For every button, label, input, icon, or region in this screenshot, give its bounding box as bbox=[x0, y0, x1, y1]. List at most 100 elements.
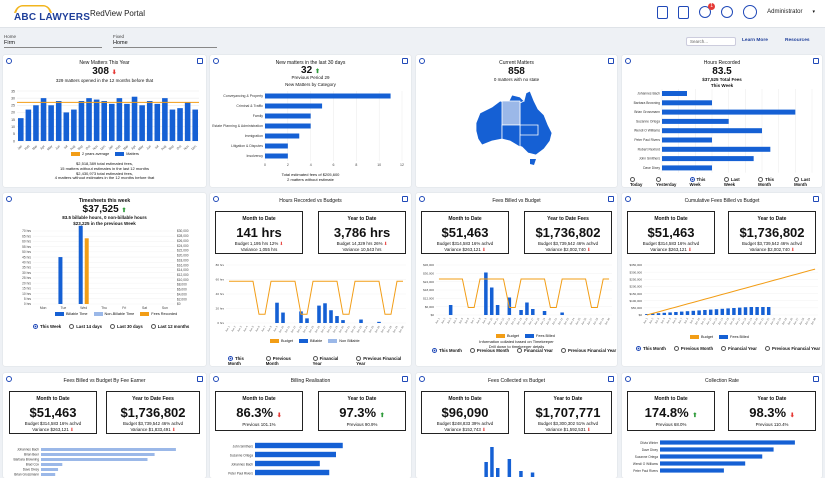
x-tick-label: Nov bbox=[183, 144, 190, 151]
radio-option[interactable]: Last 12 months bbox=[150, 324, 189, 329]
bar bbox=[177, 108, 183, 141]
info-icon[interactable] bbox=[213, 196, 219, 202]
expand-icon[interactable] bbox=[813, 376, 819, 382]
info-icon[interactable] bbox=[213, 58, 219, 64]
expand-icon[interactable] bbox=[608, 196, 614, 202]
bar bbox=[317, 305, 321, 323]
name-label: Dave Dixey bbox=[23, 468, 40, 472]
radio-option[interactable]: Last 30 days bbox=[109, 324, 143, 329]
radio-option[interactable]: Previous Financial Year bbox=[356, 356, 402, 366]
expand-icon[interactable] bbox=[608, 376, 614, 382]
name-label: Dave Dixey bbox=[643, 166, 660, 170]
edit-icon[interactable] bbox=[678, 5, 690, 19]
info-icon[interactable] bbox=[6, 196, 12, 202]
x-tick-label: Jun 1 bbox=[434, 317, 441, 325]
clock-icon[interactable]: 1 bbox=[699, 3, 716, 18]
info-icon[interactable] bbox=[625, 58, 631, 64]
expand-icon[interactable] bbox=[402, 196, 408, 202]
expand-icon[interactable] bbox=[197, 58, 203, 64]
card-title: Timesheets this week bbox=[78, 198, 131, 204]
bar bbox=[329, 310, 333, 323]
home-filter-select[interactable]: Firm bbox=[4, 40, 102, 48]
year-to-date-box: Year to Date 3,786 hrs Budget 14,329 hrs … bbox=[318, 211, 406, 254]
category-chart: 0 2 4 6 8 10 12 Conveyancing & Property Criminal… bbox=[212, 91, 404, 167]
y-tick-label: $300,000 bbox=[629, 270, 642, 274]
y-tick-label: 80 hrs bbox=[216, 263, 225, 267]
radio-option[interactable]: This Week bbox=[33, 324, 61, 329]
radio-option[interactable]: Last Week bbox=[723, 177, 740, 187]
radio-option[interactable]: Last Month bbox=[794, 177, 810, 187]
up-arrow-icon: ⬆ bbox=[314, 69, 320, 75]
radio-option[interactable]: This Month bbox=[636, 346, 666, 351]
x-tick-label: Jun 14 bbox=[717, 317, 725, 326]
australia-map[interactable] bbox=[474, 89, 564, 169]
expand-icon[interactable] bbox=[402, 58, 408, 64]
radio-option[interactable]: Previous Month bbox=[265, 356, 291, 366]
filter-bar: Home Firm Fixed Home bbox=[0, 30, 825, 50]
resources-link[interactable]: Resources bbox=[785, 38, 810, 43]
radio-option[interactable]: This Month bbox=[228, 356, 244, 366]
radio-option[interactable]: Previous Month bbox=[469, 348, 509, 353]
x-tick-label: Jun 4 bbox=[242, 325, 249, 333]
refresh-icon[interactable] bbox=[813, 58, 819, 64]
expand-icon[interactable] bbox=[197, 376, 203, 382]
x-tick-label: Wed bbox=[80, 306, 87, 310]
y-tick-label: $350,000 bbox=[629, 263, 642, 267]
expand-icon[interactable] bbox=[608, 58, 614, 64]
info-icon[interactable] bbox=[419, 196, 425, 202]
expand-icon[interactable] bbox=[402, 376, 408, 382]
radio-option[interactable]: This Week bbox=[689, 177, 706, 187]
y-tick-label: 40 hrs bbox=[22, 260, 31, 264]
expand-icon[interactable] bbox=[813, 196, 819, 202]
name-label: Brian Beer bbox=[24, 453, 40, 457]
learn-more-link[interactable]: Learn More bbox=[742, 38, 768, 43]
avatar[interactable] bbox=[743, 5, 758, 19]
bar bbox=[720, 308, 725, 315]
bar bbox=[668, 312, 672, 315]
y-tick-label: 0 bbox=[13, 139, 15, 143]
y-tick-label: 20 hrs bbox=[22, 281, 31, 285]
card-title: Cumulative Fees Billed vs Budget bbox=[684, 198, 760, 204]
bar bbox=[131, 96, 138, 141]
info-icon[interactable] bbox=[213, 376, 219, 382]
y-tick-label: 65 hrs bbox=[22, 234, 31, 238]
radio-option[interactable]: This Month bbox=[432, 348, 462, 353]
bar bbox=[662, 128, 762, 134]
radio-option[interactable]: Previous Financial Year bbox=[560, 348, 616, 353]
fixed-filter-select[interactable]: Home bbox=[113, 40, 217, 48]
radio-option[interactable]: Previous Financial Year bbox=[764, 346, 820, 351]
radio-option[interactable]: Financial Year bbox=[517, 348, 553, 353]
bar bbox=[489, 287, 494, 315]
info-icon[interactable] bbox=[6, 376, 12, 382]
info-icon[interactable] bbox=[419, 376, 425, 382]
radio-option[interactable]: Last 14 days bbox=[69, 324, 102, 329]
help-icon[interactable] bbox=[721, 6, 734, 18]
x-tick-label: Sun bbox=[162, 306, 168, 310]
name-label: Peter Paul Rivers bbox=[634, 138, 660, 142]
x-tick-label: Jun 6 bbox=[463, 317, 470, 325]
info-icon[interactable] bbox=[419, 58, 425, 64]
radio-option[interactable]: Previous Month bbox=[673, 346, 713, 351]
bar bbox=[525, 302, 529, 315]
y-tick-label: $200,000 bbox=[629, 285, 642, 289]
radio-option[interactable]: Yesterday bbox=[656, 177, 681, 187]
kpi-value: 308 ⬇ bbox=[92, 66, 117, 77]
x-tick-label: 2 bbox=[287, 163, 289, 167]
bar bbox=[714, 309, 719, 315]
budget-line bbox=[646, 268, 816, 316]
radio-option[interactable]: Financial Year bbox=[721, 346, 757, 351]
info-icon[interactable] bbox=[625, 196, 631, 202]
x-tick-label: Jun 4 bbox=[452, 317, 459, 325]
info-icon[interactable] bbox=[6, 58, 12, 64]
radio-option[interactable]: Today bbox=[630, 177, 648, 187]
document-icon[interactable] bbox=[657, 5, 669, 19]
home-filter-label: Home bbox=[4, 34, 17, 39]
info-icon[interactable] bbox=[625, 376, 631, 382]
radio-option[interactable]: Financial Year bbox=[312, 356, 339, 366]
user-menu[interactable]: Administrator bbox=[767, 9, 803, 15]
chevron-down-icon[interactable]: ▾ bbox=[812, 9, 815, 15]
search-input[interactable]: Search... bbox=[686, 37, 736, 46]
y-tick-label: 50 hrs bbox=[22, 250, 31, 254]
radio-option[interactable]: This Month bbox=[758, 177, 774, 187]
bar bbox=[101, 101, 107, 141]
